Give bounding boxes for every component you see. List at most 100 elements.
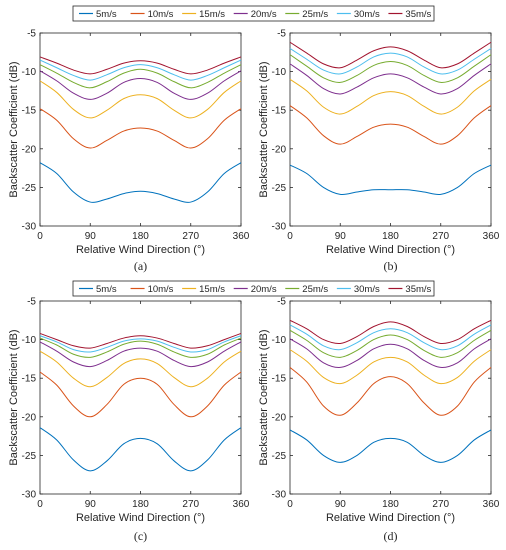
x-tick-label: 180 xyxy=(382,231,399,242)
y-axis-label: Backscatter Coefficient (dB) xyxy=(258,329,270,465)
y-tick-label: -15 xyxy=(22,106,37,117)
x-tick-label: 270 xyxy=(182,231,199,242)
y-tick-label: -25 xyxy=(272,451,287,462)
legend-entry: 15m/s xyxy=(199,9,225,20)
series-line-10m-s xyxy=(39,108,242,149)
y-tick-label: -20 xyxy=(22,144,37,155)
x-tick-label: 270 xyxy=(182,499,199,510)
series-line-30m-s xyxy=(289,48,492,75)
series-line-30m-s xyxy=(289,324,492,351)
y-tick-label: -20 xyxy=(22,412,37,423)
panel-caption: (c) xyxy=(134,529,147,543)
series-line-10m-s xyxy=(289,367,492,416)
y-tick-label: -25 xyxy=(22,183,37,194)
series-line-25m-s xyxy=(39,64,242,89)
y-tick-label: -10 xyxy=(22,67,37,78)
y-tick-label: -30 xyxy=(272,222,287,233)
chart-panel-a: 0 90 180 270 360 -30 -25 -20 -15 -10 -5 Relative Wi… xyxy=(8,29,250,274)
series-line-25m-s xyxy=(39,337,242,358)
legend-entry: 10m/s xyxy=(148,9,174,20)
chart-panel-d: 0 90 180 270 360 -30 -25 -20 -15 -10 -5 Relative Wi… xyxy=(258,297,500,544)
legend-box xyxy=(72,280,435,297)
x-tick-label: 180 xyxy=(382,499,399,510)
y-tick-label: -25 xyxy=(272,183,287,194)
legend-entry: 20m/s xyxy=(251,9,277,20)
y-tick-label: -15 xyxy=(22,374,37,385)
series-line-35m-s xyxy=(289,41,492,69)
legend-entry: 25m/s xyxy=(302,284,328,295)
x-tick-label: 90 xyxy=(335,231,347,242)
plot-area xyxy=(39,32,242,227)
x-axis-label: Relative Wind Direction (°) xyxy=(326,512,455,524)
y-tick-label: -10 xyxy=(272,335,287,346)
legend-entry: 30m/s xyxy=(354,284,380,295)
legend-entry: 5m/s xyxy=(96,9,117,20)
x-axis-label: Relative Wind Direction (°) xyxy=(76,244,205,256)
x-axis-label: Relative Wind Direction (°) xyxy=(76,512,205,524)
legend-box xyxy=(72,5,435,22)
x-tick-label: 90 xyxy=(335,499,347,510)
series-line-15m-s xyxy=(39,350,242,388)
y-tick-label: -15 xyxy=(272,374,287,385)
x-tick-label: 0 xyxy=(37,499,43,510)
y-tick-label: -5 xyxy=(277,297,286,308)
series-line-20m-s xyxy=(39,341,242,368)
legend-entry: 10m/s xyxy=(148,284,174,295)
y-tick-label: -5 xyxy=(277,29,286,40)
x-tick-label: 360 xyxy=(483,499,500,510)
series-line-15m-s xyxy=(289,78,492,115)
x-tick-label: 360 xyxy=(233,499,250,510)
x-axis-label: Relative Wind Direction (°) xyxy=(326,244,455,256)
series-line-10m-s xyxy=(289,105,492,145)
series-line-35m-s xyxy=(289,319,492,345)
x-tick-label: 0 xyxy=(37,231,43,242)
x-tick-label: 90 xyxy=(85,231,97,242)
y-tick-label: -30 xyxy=(22,222,37,233)
series-line-30m-s xyxy=(39,335,242,353)
series-line-25m-s xyxy=(289,329,492,358)
series-line-10m-s xyxy=(39,371,242,418)
series-line-15m-s xyxy=(39,80,242,119)
series-line-20m-s xyxy=(39,70,242,100)
series-line-5m-s xyxy=(39,162,242,203)
series-line-35m-s xyxy=(39,56,242,75)
panel-caption: (b) xyxy=(384,259,398,273)
x-tick-label: 180 xyxy=(132,499,149,510)
series-line-20m-s xyxy=(289,338,492,368)
x-tick-label: 360 xyxy=(483,231,500,242)
plot-area xyxy=(39,300,242,495)
y-tick-label: -5 xyxy=(27,297,36,308)
legend-entry: 20m/s xyxy=(251,284,277,295)
x-tick-label: 0 xyxy=(287,231,293,242)
series-line-30m-s xyxy=(39,59,242,81)
y-tick-label: -10 xyxy=(272,67,287,78)
y-tick-label: -15 xyxy=(272,106,287,117)
y-tick-label: -30 xyxy=(272,490,287,501)
series-line-15m-s xyxy=(289,349,492,385)
chart-panel-c: 0 90 180 270 360 -30 -25 -20 -15 -10 -5 Relative Wi… xyxy=(8,297,250,544)
legend-entry: 35m/s xyxy=(405,284,431,295)
x-tick-label: 0 xyxy=(287,499,293,510)
y-tick-label: -10 xyxy=(22,335,37,346)
legend-entry: 5m/s xyxy=(96,284,117,295)
legend-entry: 35m/s xyxy=(405,9,431,20)
legend: 5m/s 10m/s 15m/s 20m/s 25m/s 30m/s 35m/s xyxy=(72,5,435,22)
legend: 5m/s 10m/s 15m/s 20m/s 25m/s 30m/s 35m/s xyxy=(72,280,435,297)
y-axis-label: Backscatter Coefficient (dB) xyxy=(258,61,270,197)
y-tick-label: -20 xyxy=(272,412,287,423)
x-tick-label: 90 xyxy=(85,499,97,510)
series-line-35m-s xyxy=(39,332,242,349)
y-tick-label: -20 xyxy=(272,144,287,155)
panel-caption: (d) xyxy=(384,529,398,543)
series-line-5m-s xyxy=(39,427,242,472)
legend-entry: 30m/s xyxy=(354,9,380,20)
series-line-25m-s xyxy=(289,54,492,83)
x-tick-label: 270 xyxy=(432,231,449,242)
series-line-5m-s xyxy=(289,164,492,196)
x-tick-label: 180 xyxy=(132,231,149,242)
y-axis-label: Backscatter Coefficient (dB) xyxy=(8,61,20,197)
y-axis-label: Backscatter Coefficient (dB) xyxy=(8,329,20,465)
series-line-20m-s xyxy=(289,63,492,95)
chart-panel-b: 0 90 180 270 360 -30 -25 -20 -15 -10 -5 Relative Wi… xyxy=(258,29,500,274)
